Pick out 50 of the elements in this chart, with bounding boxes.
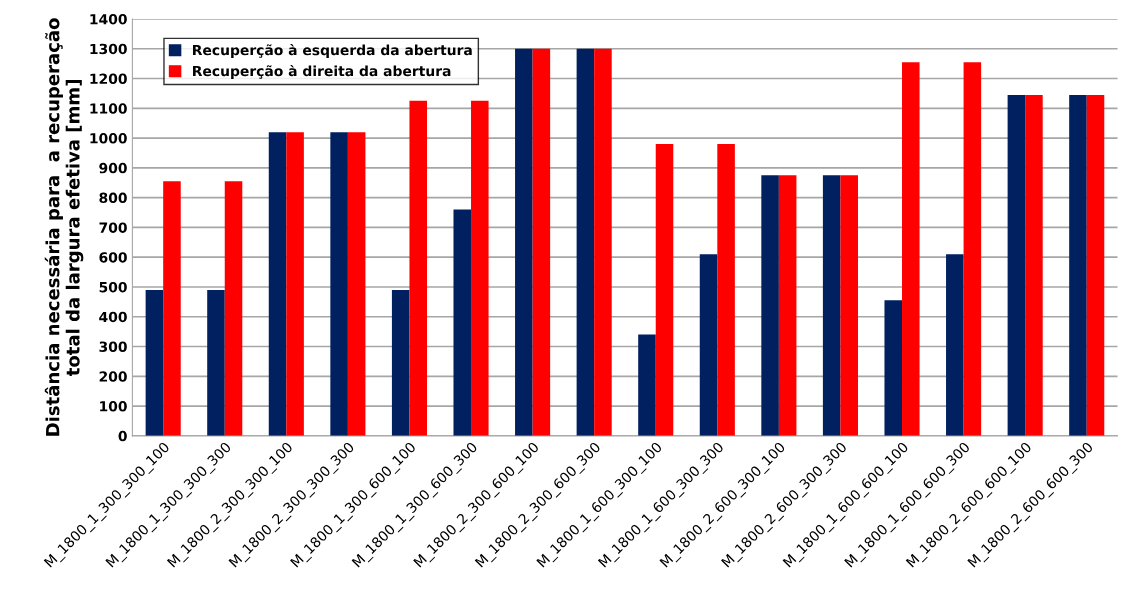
bar (822, 175, 841, 436)
y-tick-label: 600 (99, 252, 127, 263)
y-tick-label: 100 (100, 401, 127, 412)
bar (471, 100, 489, 436)
bar (532, 48, 551, 436)
y-tick-label: 1300 (90, 43, 127, 55)
bar (347, 132, 366, 436)
bar (330, 132, 348, 436)
bar (286, 132, 304, 436)
bar (409, 100, 428, 436)
bar (453, 209, 472, 436)
bar (761, 175, 779, 436)
y-tick-label: 1200 (90, 73, 127, 84)
bar (1069, 94, 1087, 436)
bar (638, 334, 656, 436)
y-tick-label: 200 (99, 371, 127, 382)
bar (163, 181, 181, 436)
bar (207, 289, 225, 436)
legend-label: Recuperção à direita da abertura (193, 64, 451, 79)
bar (224, 181, 243, 436)
y-tick-label: 1000 (90, 133, 127, 144)
y-tick-label: 1100 (90, 103, 127, 114)
bar (268, 132, 287, 436)
bar (594, 48, 612, 436)
y-tick-label: 500 (99, 281, 127, 293)
y-axis-title: Distância necessária para a recuperação total da largura efetiva [mm] (44, 18, 84, 436)
bar (699, 254, 718, 436)
bar (778, 175, 797, 436)
bar (902, 62, 920, 436)
legend-label: Recuperção à esquerda da abertura (193, 43, 472, 58)
bar (515, 48, 533, 436)
bar (391, 289, 410, 436)
bar (840, 175, 858, 436)
bar (145, 289, 164, 436)
bar (655, 144, 674, 436)
bar (1007, 94, 1026, 436)
bar (717, 144, 735, 436)
y-tick-label: 1400 (90, 13, 127, 25)
y-tick-label: 800 (99, 192, 127, 204)
y-tick-label: 400 (99, 311, 127, 323)
y-tick-label: 0 (118, 430, 127, 442)
y-tick-label: 900 (99, 162, 127, 174)
bar (963, 62, 982, 436)
bar (884, 300, 903, 436)
bar (946, 254, 964, 436)
bar (1025, 94, 1043, 436)
bar (576, 48, 595, 436)
bar (1086, 94, 1105, 436)
y-tick-label: 700 (99, 222, 127, 233)
y-tick-label: 300 (99, 341, 127, 352)
